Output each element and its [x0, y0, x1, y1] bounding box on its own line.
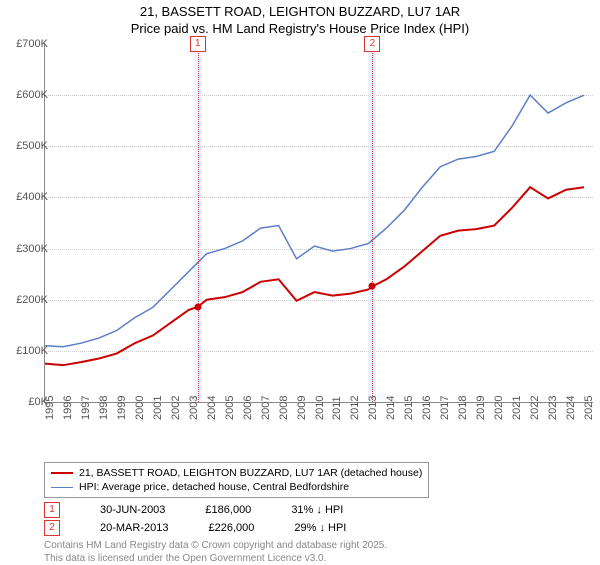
x-tick-label: 2002 — [170, 396, 182, 420]
x-tick-label: 2017 — [439, 396, 451, 420]
x-tick-label: 2008 — [278, 396, 290, 420]
sale-row-2: 2 20-MAR-2013 £226,000 29% ↓ HPI — [44, 520, 346, 536]
x-tick-label: 1999 — [116, 396, 128, 420]
x-tick-label: 2023 — [547, 396, 559, 420]
x-tick-label: 2015 — [403, 396, 415, 420]
x-tick-label: 1995 — [44, 396, 56, 420]
x-tick-label: 2014 — [385, 396, 397, 420]
x-tick-label: 2013 — [367, 396, 379, 420]
x-tick-label: 2024 — [565, 396, 577, 420]
y-tick-label: £500K — [16, 140, 48, 152]
x-tick-label: 2001 — [152, 396, 164, 420]
x-tick-label: 2004 — [206, 396, 218, 420]
x-tick-label: 2005 — [224, 396, 236, 420]
x-tick-label: 2007 — [260, 396, 272, 420]
y-tick-label: £600K — [16, 89, 48, 101]
sale-marker: 1 — [190, 36, 206, 52]
sale-row-1: 1 30-JUN-2003 £186,000 31% ↓ HPI — [44, 502, 343, 518]
x-tick-label: 2000 — [134, 396, 146, 420]
x-tick-label: 2022 — [529, 396, 541, 420]
x-tick-label: 2016 — [421, 396, 433, 420]
x-tick-label: 2021 — [511, 396, 523, 420]
x-tick-label: 2011 — [331, 396, 343, 420]
y-tick-label: £700K — [16, 38, 48, 50]
x-tick-label: 2006 — [242, 396, 254, 420]
x-tick-label: 2025 — [583, 396, 595, 420]
x-tick-label: 2012 — [349, 396, 361, 420]
y-tick-label: £100K — [16, 345, 48, 357]
sale-point — [369, 283, 376, 290]
y-tick-label: £200K — [16, 294, 48, 306]
x-tick-label: 1998 — [98, 396, 110, 420]
x-tick-label: 2003 — [188, 396, 200, 420]
chart-title: 21, BASSETT ROAD, LEIGHTON BUZZARD, LU7 … — [0, 0, 600, 38]
x-tick-label: 2019 — [475, 396, 487, 420]
legend-item-pricepaid: 21, BASSETT ROAD, LEIGHTON BUZZARD, LU7 … — [51, 466, 422, 480]
x-tick-label: 1997 — [80, 396, 92, 420]
line-layer — [45, 44, 593, 402]
sale-marker: 2 — [364, 36, 380, 52]
legend-item-hpi: HPI: Average price, detached house, Cent… — [51, 480, 422, 494]
y-tick-label: £400K — [16, 191, 48, 203]
x-tick-label: 2020 — [493, 396, 505, 420]
x-tick-label: 2010 — [314, 396, 326, 420]
footer-attribution: Contains HM Land Registry data © Crown c… — [44, 540, 387, 565]
sale-point — [194, 303, 201, 310]
x-tick-label: 2009 — [296, 396, 308, 420]
x-tick-label: 2018 — [457, 396, 469, 420]
legend: 21, BASSETT ROAD, LEIGHTON BUZZARD, LU7 … — [44, 462, 429, 498]
plot-area: 12 — [44, 44, 593, 403]
y-tick-label: £300K — [16, 243, 48, 255]
x-tick-label: 1996 — [62, 396, 74, 420]
